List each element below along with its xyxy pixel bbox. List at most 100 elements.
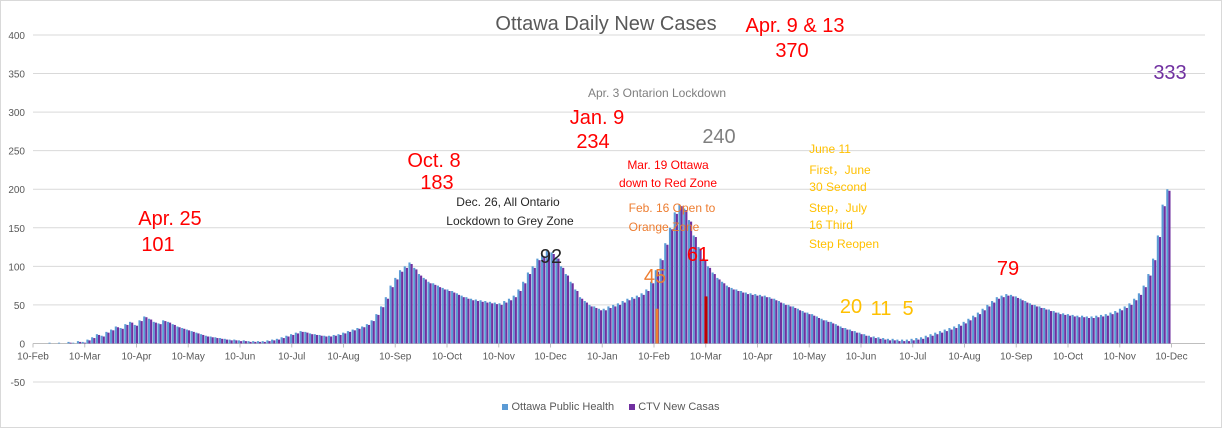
x-tick-label: 10-Mar xyxy=(690,351,722,362)
bar-ottawa-public-health xyxy=(441,287,444,344)
bar-ctv xyxy=(581,298,584,344)
bar-ctv xyxy=(604,310,607,344)
bar-ottawa-public-health xyxy=(86,339,89,344)
bar-ctv xyxy=(931,335,934,344)
bar-ottawa-public-health xyxy=(398,270,402,344)
bar-ottawa-public-health xyxy=(81,341,84,344)
annotation-label: Step Reopen xyxy=(808,237,880,251)
bar-ottawa-public-health xyxy=(1166,189,1169,344)
bar-ottawa-public-health xyxy=(640,293,643,344)
bar-ctv xyxy=(495,304,498,344)
bar-ctv xyxy=(1158,237,1162,344)
bar-ottawa-public-health xyxy=(308,333,312,344)
bar-ottawa-public-health xyxy=(114,326,117,344)
bar-ottawa-public-health xyxy=(498,303,501,344)
bar-ctv xyxy=(623,302,626,344)
bar-ctv xyxy=(330,336,333,344)
bar-ottawa-public-health xyxy=(408,262,411,344)
bar-ctv xyxy=(131,322,134,344)
bar-ctv xyxy=(344,333,347,344)
bar-ottawa-public-health xyxy=(801,311,804,344)
bar-ctv xyxy=(292,334,295,344)
bar-ottawa-public-health xyxy=(773,298,776,344)
bar-ottawa-public-health xyxy=(711,272,714,344)
bar-ottawa-public-health xyxy=(304,331,307,344)
bar-ottawa-public-health xyxy=(1095,315,1098,344)
bar-ottawa-public-health xyxy=(787,304,790,344)
bar-ctv xyxy=(974,317,977,344)
bar-ctv xyxy=(396,279,399,344)
bar-ctv xyxy=(443,289,446,344)
bar-ottawa-public-health xyxy=(896,339,899,344)
annotation-label: Step，July xyxy=(808,201,868,215)
bar-ctv xyxy=(145,317,148,344)
bar-ctv xyxy=(642,294,645,344)
legend-item-ottawa-public-health: Ottawa Public Health xyxy=(502,401,614,413)
bar-ctv xyxy=(959,325,963,344)
bar-ctv xyxy=(358,328,361,344)
x-tick-label: 10-Aug xyxy=(948,351,980,362)
bar-ottawa-public-health xyxy=(1038,306,1041,344)
bar-ottawa-public-health xyxy=(848,329,852,344)
bar-ctv xyxy=(353,330,356,344)
bar-ottawa-public-health xyxy=(763,295,766,344)
x-tick-label: 10-Jan xyxy=(587,351,618,362)
bar-ctv xyxy=(107,332,110,344)
bar-ottawa-public-health xyxy=(261,341,264,344)
bar-ctv xyxy=(609,307,612,344)
bar-ottawa-public-health xyxy=(981,308,984,344)
bar-ctv xyxy=(1040,307,1043,344)
bar-ottawa-public-health xyxy=(124,324,127,344)
bar-ottawa-public-health xyxy=(1152,258,1155,344)
bar-ctv xyxy=(102,336,105,344)
bar-ctv xyxy=(751,294,754,344)
bar-ottawa-public-health xyxy=(991,301,994,344)
bar-ctv xyxy=(183,328,186,344)
bar-ctv xyxy=(505,302,508,344)
bar-ctv xyxy=(708,267,712,344)
bar-ctv xyxy=(320,335,323,344)
bar-ottawa-public-health xyxy=(162,320,165,344)
bar-ottawa-public-health xyxy=(905,339,908,344)
bar-ottawa-public-health xyxy=(128,321,132,344)
bar-ottawa-public-health xyxy=(697,247,700,344)
legend-swatch-ctv xyxy=(629,404,636,411)
bar-ottawa-public-health xyxy=(654,270,657,344)
annotation-label: 370 xyxy=(775,40,809,62)
bar-ottawa-public-health xyxy=(313,334,316,344)
bar-ctv xyxy=(197,333,200,344)
bar-ctv xyxy=(382,307,385,344)
bar-ctv xyxy=(917,339,920,344)
bar-ctv xyxy=(135,325,138,344)
bar-ctv xyxy=(798,310,802,344)
bar-ctv xyxy=(1163,206,1166,344)
bar-ctv xyxy=(420,275,423,344)
bar-ctv xyxy=(737,291,740,344)
bar-ctv xyxy=(401,271,404,344)
bar-ottawa-public-health xyxy=(176,326,179,344)
bar-ctv xyxy=(633,298,636,344)
bar-ottawa-public-health xyxy=(1033,304,1036,344)
annotation-label: 240 xyxy=(702,126,736,148)
bar-ottawa-public-health xyxy=(602,308,605,344)
bar-ctv xyxy=(685,210,688,344)
bar-ottawa-public-health xyxy=(1043,307,1046,344)
bar-ctv xyxy=(765,297,768,344)
bar-ottawa-public-health xyxy=(578,297,582,344)
bar-ottawa-public-health xyxy=(901,339,904,344)
bar-ctv xyxy=(244,341,247,344)
annotation-label: Apr. 9 & 13 xyxy=(745,15,845,37)
bar-ctv xyxy=(566,275,570,344)
bar-ctv xyxy=(912,340,915,344)
bar-ottawa-public-health xyxy=(218,338,222,344)
bar-ottawa-public-health xyxy=(986,304,989,344)
bar-ottawa-public-health xyxy=(1114,311,1117,344)
bar-ctv xyxy=(216,338,219,344)
bar-ottawa-public-health xyxy=(1128,303,1131,344)
bar-ctv xyxy=(794,307,797,344)
bar-ottawa-public-health xyxy=(716,277,719,344)
bar-ottawa-public-health xyxy=(934,332,937,344)
bar-ottawa-public-health xyxy=(811,314,814,344)
bar-ctv xyxy=(88,340,91,344)
bar-ctv xyxy=(1049,311,1053,344)
